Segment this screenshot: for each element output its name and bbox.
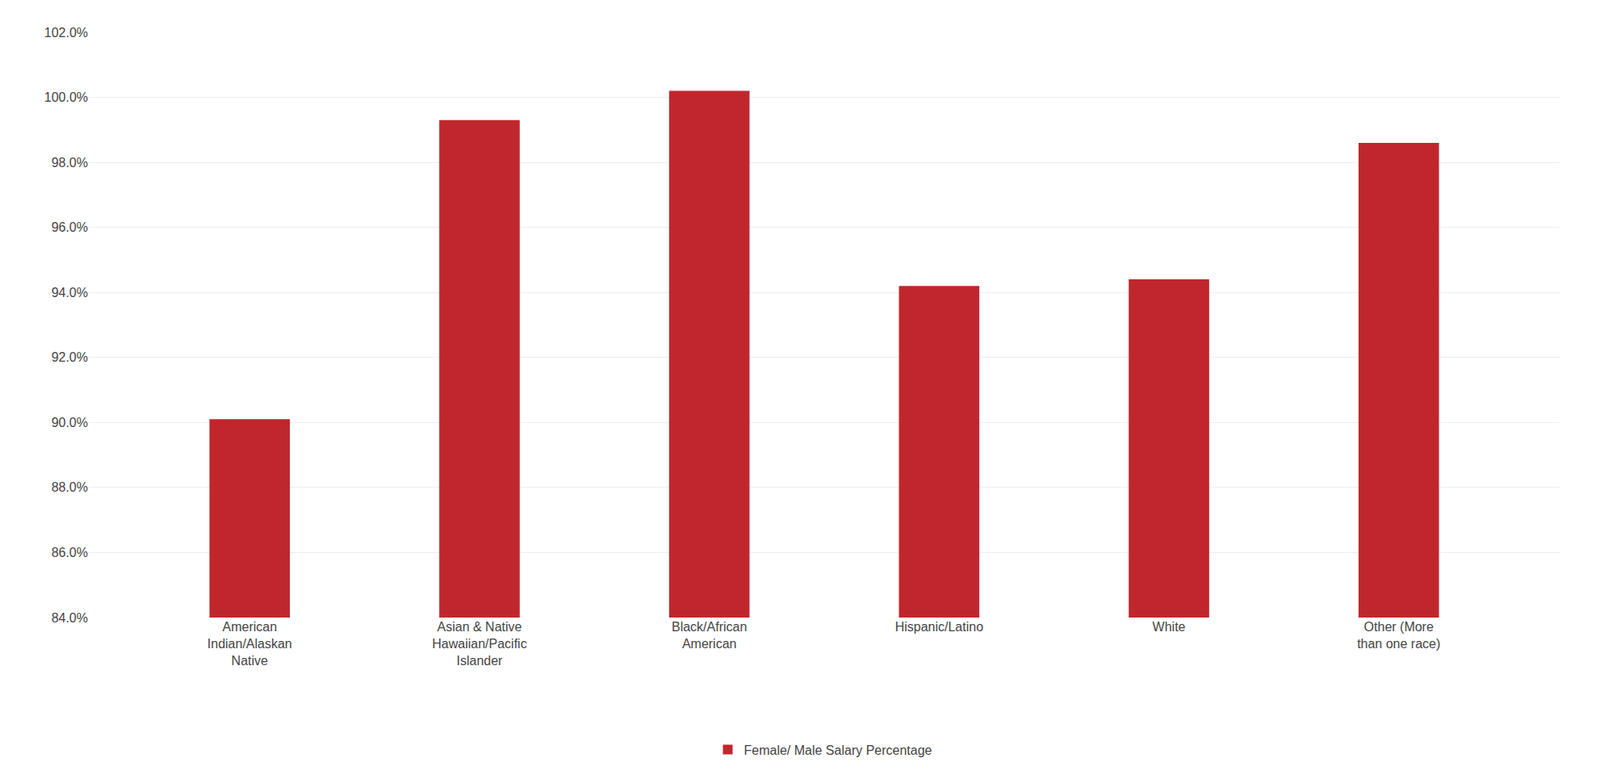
svg-text:Hispanic/Latino: Hispanic/Latino	[895, 619, 985, 634]
svg-text:Other (Morethan one race): Other (Morethan one race)	[1357, 619, 1441, 651]
svg-text:94.0%: 94.0%	[51, 285, 88, 300]
svg-text:84.0%: 84.0%	[51, 611, 88, 625]
svg-text:Black/AfricanAmerican: Black/AfricanAmerican	[671, 619, 747, 651]
svg-text:88.0%: 88.0%	[51, 480, 88, 495]
svg-text:90.0%: 90.0%	[51, 415, 88, 430]
svg-text:Asian & NativeHawaiian/Pacific: Asian & NativeHawaiian/PacificIslander	[431, 619, 527, 668]
svg-text:AmericanIndian/AlaskanNative: AmericanIndian/AlaskanNative	[207, 619, 293, 668]
svg-text:86.0%: 86.0%	[51, 545, 88, 560]
svg-text:98.0%: 98.0%	[51, 155, 88, 170]
svg-text:Female/ Male Salary Percentage: Female/ Male Salary Percentage	[744, 743, 933, 758]
svg-text:White: White	[1152, 619, 1186, 634]
svg-text:100.0%: 100.0%	[44, 90, 88, 105]
svg-text:96.0%: 96.0%	[51, 220, 88, 235]
svg-text:102.0%: 102.0%	[44, 25, 88, 40]
svg-text:92.0%: 92.0%	[51, 350, 88, 365]
